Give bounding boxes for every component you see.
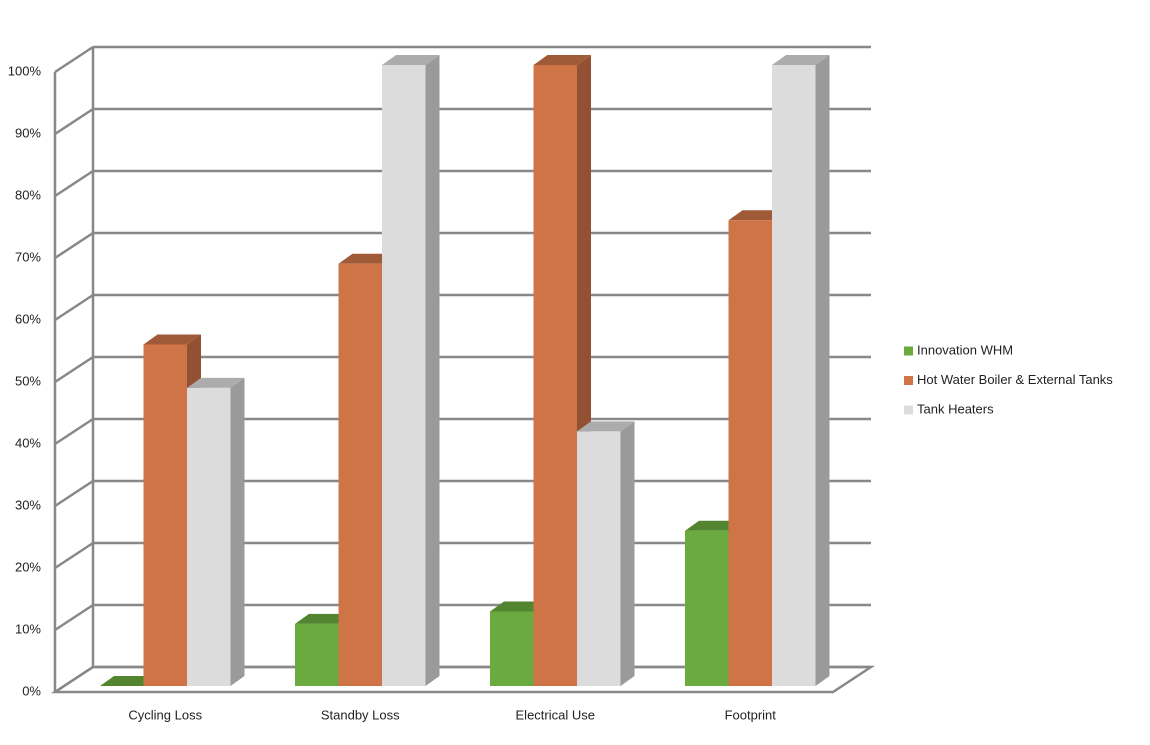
bar-side bbox=[230, 377, 245, 686]
grid-line bbox=[54, 603, 94, 632]
y-tick-label: 40% bbox=[15, 435, 41, 450]
bar-top bbox=[338, 253, 396, 264]
grid-line bbox=[54, 665, 94, 694]
y-tick-label: 100% bbox=[8, 63, 42, 78]
legend-label: Hot Water Boiler & External Tanks bbox=[917, 372, 1113, 387]
bar-top bbox=[772, 55, 830, 65]
bar bbox=[187, 387, 231, 686]
grid-line bbox=[54, 355, 94, 384]
y-tick-label: 70% bbox=[15, 249, 41, 264]
x-tick-label: Electrical Use bbox=[516, 707, 595, 722]
bar bbox=[685, 530, 729, 686]
legend-swatch bbox=[904, 376, 913, 385]
grid-line bbox=[54, 479, 94, 508]
bar-top bbox=[728, 210, 786, 221]
bar bbox=[533, 65, 577, 686]
grid-line bbox=[54, 169, 94, 198]
x-tick-label: Standby Loss bbox=[321, 707, 400, 722]
y-tick-label: 80% bbox=[15, 187, 41, 202]
y-tick-label: 30% bbox=[15, 497, 41, 512]
y-tick-label: 60% bbox=[15, 311, 41, 326]
bar bbox=[728, 220, 772, 686]
bar bbox=[577, 431, 621, 686]
grid-line bbox=[54, 417, 94, 446]
bar bbox=[490, 611, 534, 686]
bar-top bbox=[143, 334, 201, 345]
grid-line bbox=[54, 107, 94, 136]
x-tick-label: Footprint bbox=[725, 707, 777, 722]
legend-swatch bbox=[904, 346, 913, 356]
y-tick-label: 90% bbox=[15, 125, 41, 140]
legend-label: Innovation WHM bbox=[917, 342, 1013, 357]
y-tick-label: 50% bbox=[15, 373, 41, 388]
bar-side bbox=[425, 55, 440, 686]
legend-label: Tank Heaters bbox=[917, 401, 994, 416]
bar-top bbox=[187, 377, 245, 388]
x-tick-label: Cycling Loss bbox=[128, 707, 202, 722]
bar bbox=[295, 623, 339, 686]
bar bbox=[382, 65, 426, 686]
bar bbox=[772, 65, 816, 686]
bar-top bbox=[100, 676, 158, 686]
bar-top bbox=[490, 601, 548, 612]
bar-top bbox=[577, 421, 635, 432]
y-tick-label: 10% bbox=[15, 621, 41, 636]
grid-line bbox=[54, 45, 94, 74]
bar-side bbox=[815, 55, 830, 686]
bar-top bbox=[533, 55, 591, 65]
bar-top bbox=[295, 613, 353, 624]
y-tick-label: 0% bbox=[22, 683, 41, 698]
grid-line bbox=[54, 541, 94, 570]
bar bbox=[338, 263, 382, 686]
y-tick-label: 20% bbox=[15, 559, 41, 574]
bar-side bbox=[620, 421, 635, 686]
grid-line bbox=[54, 231, 94, 260]
grid-line bbox=[54, 293, 94, 322]
bar-top bbox=[382, 55, 440, 65]
legend-swatch bbox=[904, 405, 913, 415]
bar-top bbox=[685, 520, 743, 531]
bar bbox=[143, 344, 187, 686]
